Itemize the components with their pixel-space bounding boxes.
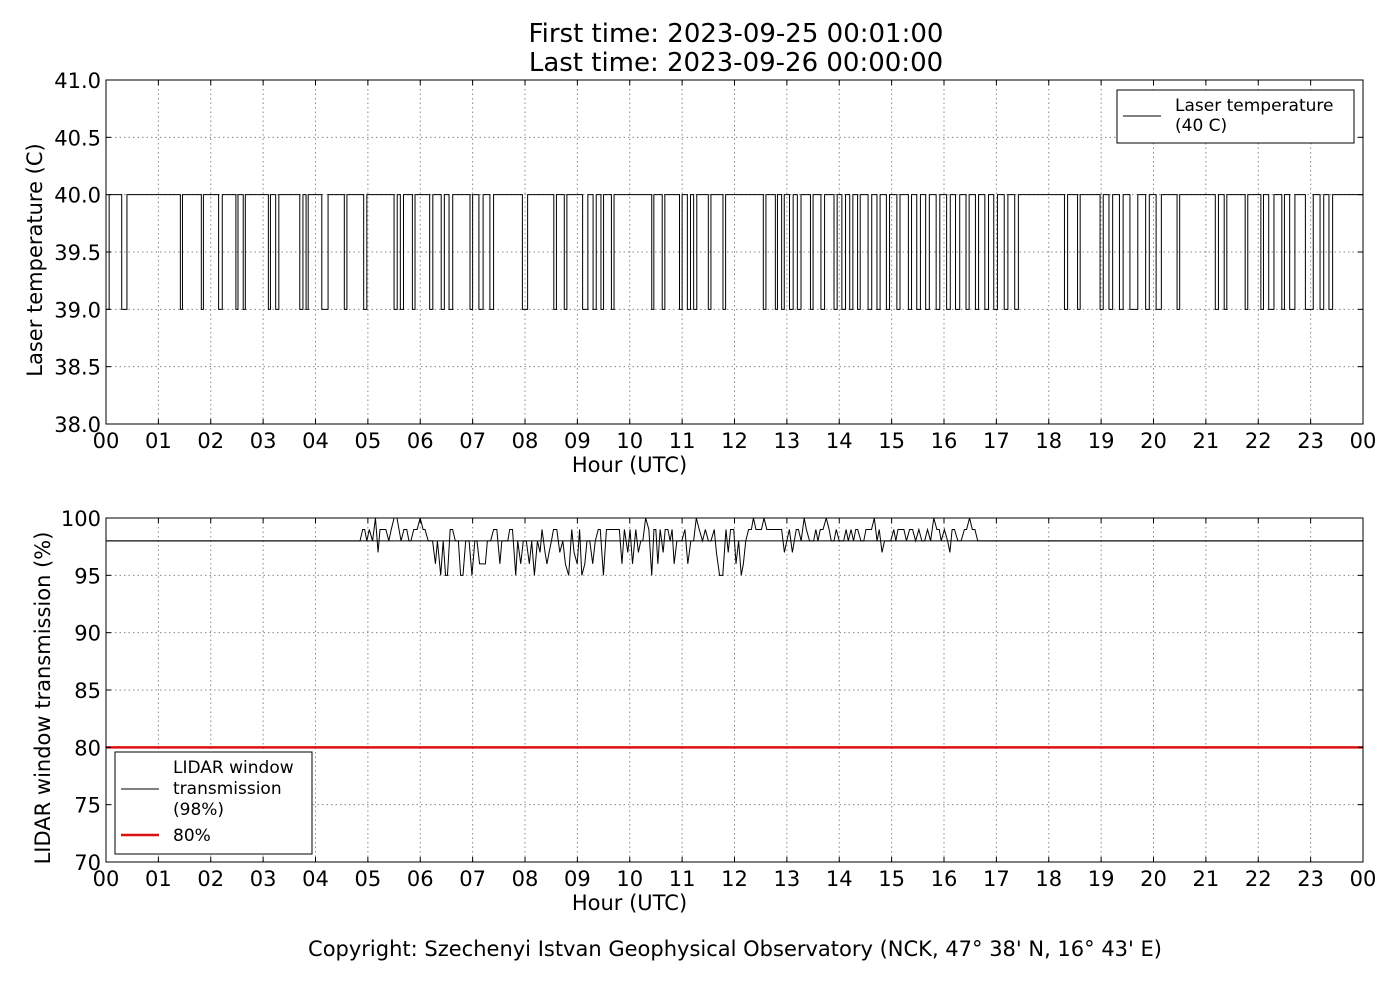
x-tick-label: 00 [1350,429,1377,453]
legend-label-threshold: 80% [173,826,211,846]
chart-panel-2: 00 01 02 03 04 05 06 07 08 09 10 11 12 13 14 15 16 17 18 19… [31,507,1376,915]
y-tick-label: 90 [74,622,101,646]
x-tick-label: 00 [93,867,120,891]
x-tick-label: 18 [1035,867,1062,891]
y-tick-label: 41.0 [54,69,101,93]
x-tick-label: 21 [1193,429,1220,453]
y-axis-label: Laser temperature (C) [23,143,47,376]
x-tick-label: 11 [669,867,696,891]
x-tick-label: 12 [721,867,748,891]
legend-label-laser-temperature: Laser temperature [1175,96,1333,116]
x-tick-label: 03 [250,429,277,453]
x-tick-label: 16 [931,429,958,453]
y-tick-label: 95 [74,564,101,588]
x-tick-label: 15 [878,867,905,891]
series-line-laser-temperature [106,194,1363,310]
x-tick-label: 01 [145,429,172,453]
x-tick-label: 16 [931,867,958,891]
chart-title-line-1: First time: 2023-09-25 00:01:00 [528,19,944,49]
chart-title-line-2: Last time: 2023-09-26 00:00:00 [528,48,944,78]
x-tick-label: 22 [1245,867,1272,891]
y-tick-label: 38.0 [54,413,101,437]
x-tick-label: 20 [1140,429,1167,453]
x-tick-label: 00 [93,429,120,453]
x-tick-label: 06 [407,867,434,891]
plot-area [106,518,1363,749]
x-axis-label: Hour (UTC) [572,891,687,915]
y-tick-label: 100 [61,507,101,531]
y-axis-label: LIDAR window transmission (%) [31,532,55,865]
x-tick-label: 22 [1245,429,1272,453]
x-tick-label: 15 [878,429,905,453]
y-tick-label: 38.5 [54,356,101,380]
chart-panel-1: 00 01 02 03 04 05 06 07 08 09 10 11 12 13 14 15 16 17 18 19… [23,69,1376,477]
x-axis-label: Hour (UTC) [572,453,687,477]
x-tick-label: 12 [721,429,748,453]
x-tick-label: 09 [564,867,591,891]
copyright-footer: Copyright: Szechenyi Istvan Geophysical … [308,937,1162,961]
x-tick-label: 11 [669,429,696,453]
x-tick-label: 06 [407,429,434,453]
y-tick-label: 80 [74,736,101,760]
legend-label-lidar-transmission: LIDAR window [173,758,294,778]
x-tick-label: 08 [512,867,539,891]
x-tick-label: 19 [1088,429,1115,453]
x-tick-label: 02 [197,429,224,453]
x-tick-label: 03 [250,867,277,891]
x-tick-label: 20 [1140,867,1167,891]
legend-label-lidar-transmission: (98%) [173,800,224,820]
x-tick-label: 14 [826,867,853,891]
x-tick-label: 01 [145,867,172,891]
x-tick-label: 02 [197,867,224,891]
x-tick-label: 04 [302,429,329,453]
x-tick-label: 23 [1297,867,1324,891]
x-tick-label: 10 [616,867,643,891]
x-tick-label: 17 [983,867,1010,891]
legend-box [114,751,313,855]
x-tick-label: 18 [1035,429,1062,453]
y-tick-label: 40.0 [54,184,101,208]
x-tick-label: 10 [616,429,643,453]
x-tick-label: 21 [1193,867,1220,891]
legend-label-laser-temperature: (40 C) [1175,116,1227,136]
x-tick-label: 23 [1297,429,1324,453]
y-tick-label: 39.5 [54,241,101,265]
series-line-lidar-transmission [106,518,1363,576]
x-tick-label: 05 [355,867,382,891]
y-tick-label: 40.5 [54,126,101,150]
x-tick-label: 09 [564,429,591,453]
x-tick-label: 19 [1088,867,1115,891]
x-tick-label: 17 [983,429,1010,453]
x-tick-label: 14 [826,429,853,453]
y-tick-label: 85 [74,679,101,703]
y-tick-label: 75 [74,794,101,818]
legend: Laser temperature(40 C) [1116,89,1355,144]
x-tick-label: 07 [459,867,486,891]
x-tick-label: 04 [302,867,329,891]
x-tick-label: 13 [774,429,801,453]
plot-area [106,194,1363,310]
y-tick-label: 39.0 [54,298,101,322]
x-tick-label: 07 [459,429,486,453]
legend-label-lidar-transmission: transmission [173,779,282,799]
x-tick-label: 08 [512,429,539,453]
x-tick-label: 00 [1350,867,1377,891]
y-tick-label: 70 [74,851,101,875]
x-tick-label: 05 [355,429,382,453]
x-tick-label: 13 [774,867,801,891]
